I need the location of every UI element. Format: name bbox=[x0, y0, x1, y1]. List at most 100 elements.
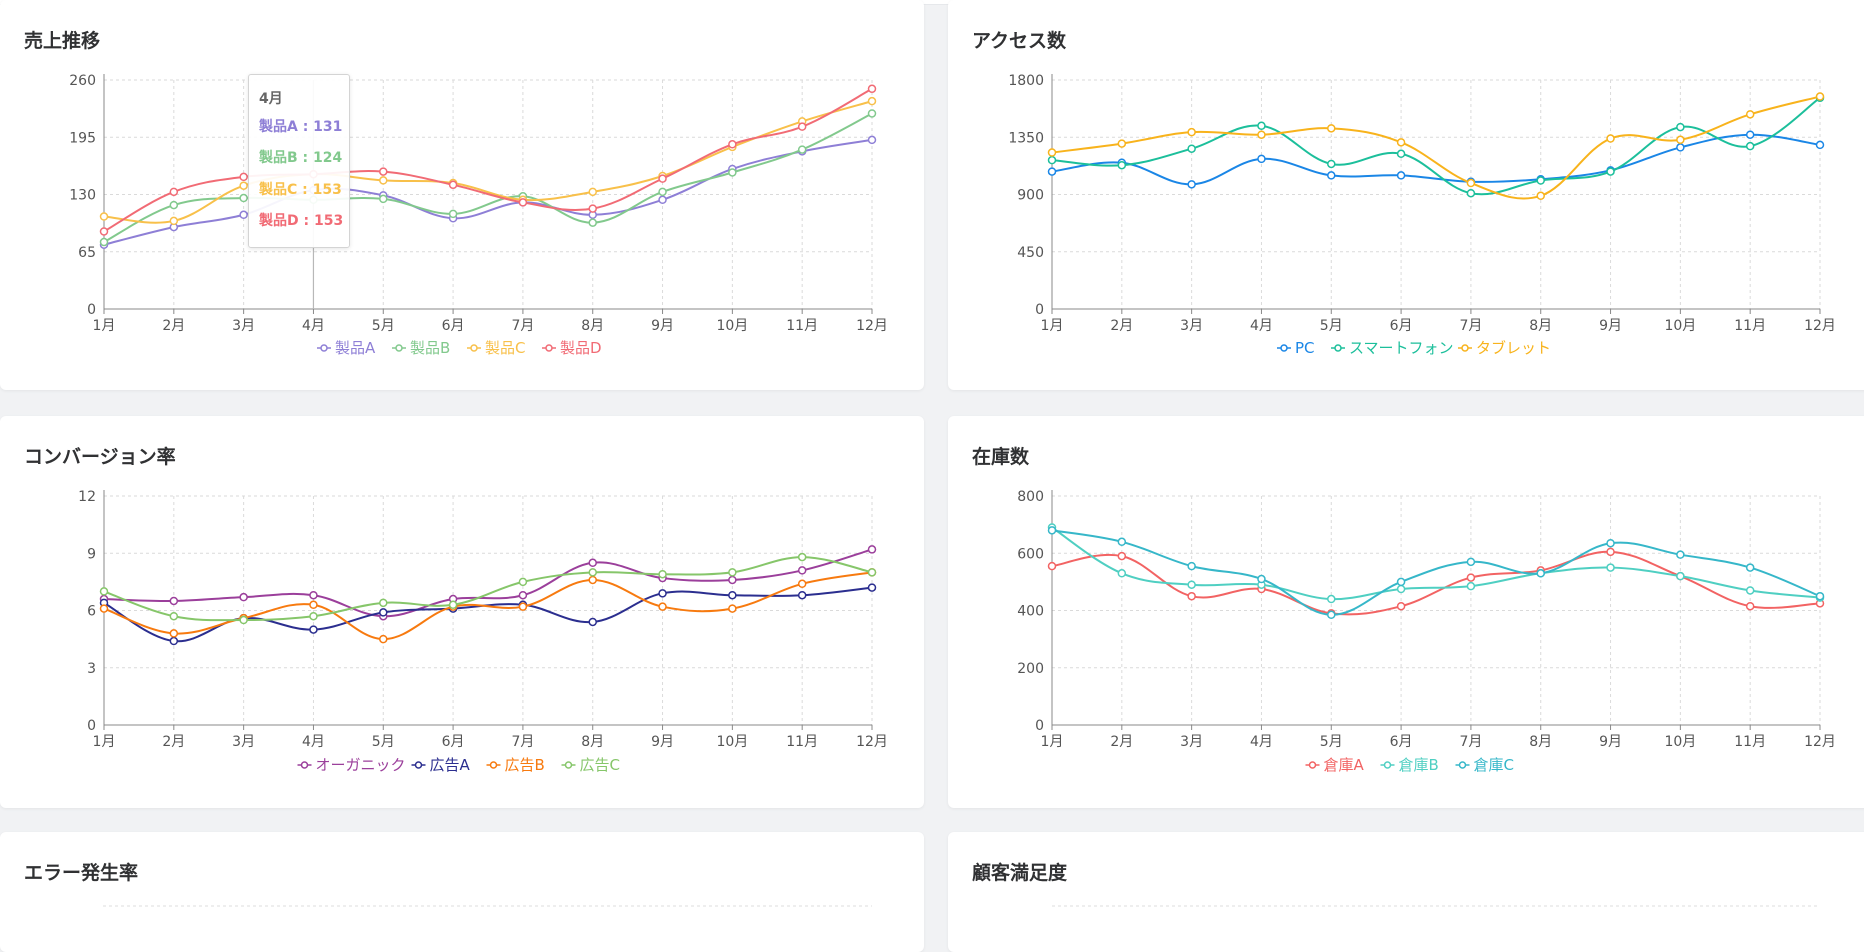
data-point[interactable] bbox=[169, 187, 179, 197]
legend-item[interactable]: PC bbox=[1277, 339, 1315, 357]
data-point[interactable] bbox=[1676, 550, 1685, 559]
data-point[interactable] bbox=[169, 200, 179, 210]
data-point[interactable] bbox=[658, 569, 667, 579]
data-point[interactable] bbox=[1745, 141, 1755, 151]
data-point[interactable] bbox=[1327, 610, 1336, 620]
data-point[interactable] bbox=[239, 181, 248, 190]
data-point[interactable] bbox=[99, 604, 109, 613]
data-point[interactable] bbox=[867, 135, 877, 145]
data-point[interactable] bbox=[448, 600, 458, 610]
data-point[interactable] bbox=[239, 210, 248, 220]
data-point[interactable] bbox=[1745, 586, 1755, 595]
data-point[interactable] bbox=[728, 575, 737, 585]
data-point[interactable] bbox=[1047, 561, 1057, 571]
data-point[interactable] bbox=[1187, 180, 1196, 189]
data-point[interactable] bbox=[1606, 134, 1615, 143]
data-point[interactable] bbox=[658, 174, 667, 183]
legend-item[interactable]: スマートフォン bbox=[1331, 339, 1454, 357]
legend-item[interactable]: 倉庫A bbox=[1305, 756, 1365, 774]
data-point[interactable] bbox=[518, 602, 528, 611]
legend-item[interactable]: 広告C bbox=[561, 756, 620, 774]
data-point[interactable] bbox=[728, 604, 737, 613]
data-point[interactable] bbox=[518, 198, 528, 207]
data-point[interactable] bbox=[658, 589, 667, 598]
data-point[interactable] bbox=[588, 575, 597, 585]
legend-item[interactable]: 倉庫C bbox=[1455, 756, 1514, 774]
data-point[interactable] bbox=[728, 140, 737, 149]
data-point[interactable] bbox=[239, 592, 248, 602]
data-point[interactable] bbox=[379, 167, 388, 176]
data-point[interactable] bbox=[1257, 154, 1266, 164]
legend-item[interactable]: 広告B bbox=[486, 756, 545, 774]
data-point[interactable] bbox=[169, 216, 179, 226]
data-point[interactable] bbox=[1187, 127, 1196, 137]
data-point[interactable] bbox=[1396, 601, 1406, 611]
data-point[interactable] bbox=[1676, 135, 1685, 145]
data-point[interactable] bbox=[588, 558, 597, 568]
data-point[interactable] bbox=[1327, 594, 1336, 604]
data-point[interactable] bbox=[1606, 563, 1615, 572]
data-point[interactable] bbox=[1536, 191, 1545, 201]
legend-item[interactable]: 製品C bbox=[467, 339, 525, 357]
data-point[interactable] bbox=[239, 193, 248, 203]
data-point[interactable] bbox=[448, 180, 458, 190]
legend-item[interactable]: 製品A bbox=[317, 339, 376, 357]
data-point[interactable] bbox=[1466, 581, 1476, 591]
data-point[interactable] bbox=[309, 600, 318, 610]
data-point[interactable] bbox=[309, 625, 318, 634]
data-point[interactable] bbox=[867, 583, 877, 592]
data-point[interactable] bbox=[588, 617, 597, 627]
data-point[interactable] bbox=[1815, 591, 1825, 601]
data-point[interactable] bbox=[1676, 571, 1685, 581]
data-point[interactable] bbox=[797, 579, 807, 589]
data-point[interactable] bbox=[867, 109, 877, 118]
data-point[interactable] bbox=[1606, 167, 1615, 176]
data-point[interactable] bbox=[1047, 148, 1057, 157]
data-point[interactable] bbox=[1815, 92, 1825, 101]
data-point[interactable] bbox=[379, 634, 388, 644]
data-point[interactable] bbox=[1536, 176, 1545, 185]
data-point[interactable] bbox=[99, 237, 109, 247]
legend-item[interactable]: 製品B bbox=[392, 339, 450, 357]
data-point[interactable] bbox=[588, 187, 597, 197]
data-point[interactable] bbox=[867, 545, 877, 554]
data-point[interactable] bbox=[99, 212, 109, 221]
data-point[interactable] bbox=[1187, 144, 1196, 153]
data-point[interactable] bbox=[309, 611, 318, 621]
data-point[interactable] bbox=[518, 590, 528, 600]
data-point[interactable] bbox=[797, 566, 807, 575]
data-point[interactable] bbox=[1745, 601, 1755, 611]
data-point[interactable] bbox=[797, 122, 807, 131]
data-point[interactable] bbox=[1117, 160, 1127, 170]
data-point[interactable] bbox=[658, 195, 667, 205]
data-point[interactable] bbox=[169, 596, 179, 606]
data-point[interactable] bbox=[588, 218, 597, 227]
data-point[interactable] bbox=[1466, 188, 1476, 198]
data-point[interactable] bbox=[797, 590, 807, 600]
data-point[interactable] bbox=[379, 608, 388, 617]
data-point[interactable] bbox=[1117, 139, 1127, 148]
data-point[interactable] bbox=[1466, 178, 1476, 188]
stock-line-chart[interactable]: 0 200 400 600 800 1月 2月 3月 4月 5月 6月 7月 8月 9月 10月 11月 12月… bbox=[948, 416, 1864, 808]
data-point[interactable] bbox=[1396, 138, 1406, 147]
data-point[interactable] bbox=[1466, 557, 1476, 567]
data-point[interactable] bbox=[379, 194, 388, 204]
legend-item[interactable]: 製品D bbox=[542, 339, 602, 357]
data-point[interactable] bbox=[1047, 526, 1057, 535]
data-point[interactable] bbox=[1676, 143, 1685, 152]
data-point[interactable] bbox=[1117, 569, 1127, 578]
data-point[interactable] bbox=[867, 568, 877, 577]
data-point[interactable] bbox=[1047, 167, 1057, 176]
data-point[interactable] bbox=[448, 209, 458, 219]
data-point[interactable] bbox=[1396, 584, 1406, 594]
data-point[interactable] bbox=[588, 568, 597, 577]
data-point[interactable] bbox=[1396, 577, 1406, 587]
data-point[interactable] bbox=[1257, 121, 1266, 131]
data-point[interactable] bbox=[379, 176, 388, 185]
data-point[interactable] bbox=[728, 568, 737, 577]
data-point[interactable] bbox=[797, 552, 807, 562]
data-point[interactable] bbox=[588, 204, 597, 213]
data-point[interactable] bbox=[1606, 538, 1615, 548]
data-point[interactable] bbox=[239, 172, 248, 182]
